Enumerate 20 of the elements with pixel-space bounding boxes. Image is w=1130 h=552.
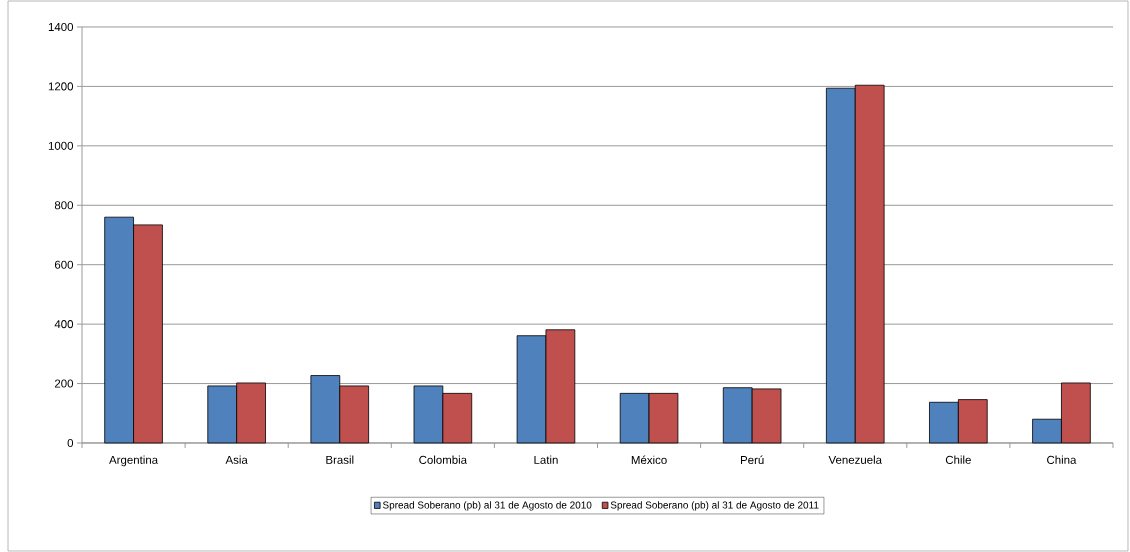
x-tick-label: Brasil — [326, 455, 354, 464]
x-tick-label: Latin — [534, 455, 558, 464]
x-tick-label: Colombia — [419, 455, 468, 464]
y-tick-label: 1000 — [48, 141, 74, 150]
x-tick-label: Chile — [945, 455, 971, 464]
y-tick-label: 200 — [54, 379, 74, 388]
y-tick-label: 600 — [54, 260, 74, 269]
y-tick-label: 1200 — [48, 82, 74, 91]
legend-label: Spread Soberano (pb) al 31 de Agosto de 2010 — [382, 501, 592, 511]
y-tick-label: 0 — [67, 438, 74, 448]
y-tick-label: 400 — [54, 320, 74, 329]
legend-label: Spread Soberano (pb) al 31 de Agosto de 2011 — [610, 501, 819, 511]
y-tick-label: 800 — [54, 201, 74, 210]
x-tick-label: China — [1047, 455, 1077, 464]
y-tick-label: 1400 — [48, 22, 74, 32]
x-tick-label: México — [631, 455, 667, 465]
x-tick-label: Perú — [740, 455, 764, 465]
x-tick-label: Asia — [225, 455, 248, 464]
x-tick-label: Venezuela — [828, 455, 882, 464]
x-tick-label: Argentina — [109, 455, 159, 467]
